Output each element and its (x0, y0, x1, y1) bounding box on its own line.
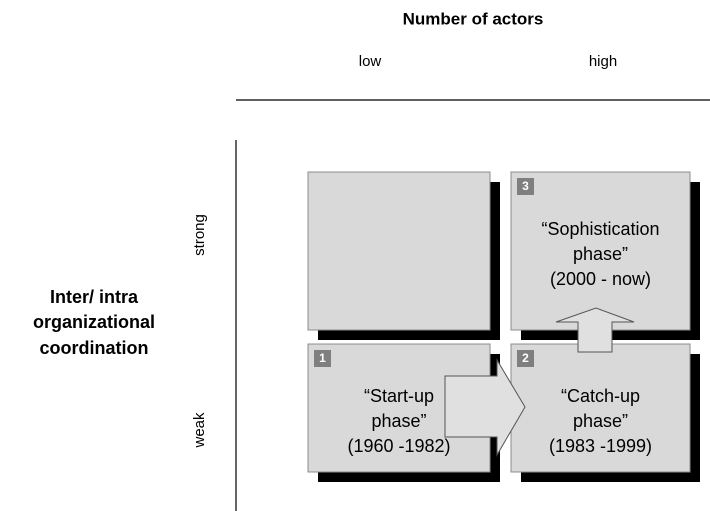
phase-text: (2000 - now) (550, 269, 651, 289)
empty-box (307, 171, 491, 331)
phase-box (510, 343, 691, 473)
arrow-right (444, 358, 526, 457)
side-title: coordination (40, 338, 149, 358)
column-label: low (359, 53, 382, 70)
phase-text: phase” (573, 411, 628, 431)
number-text: 2 (522, 351, 529, 365)
side-title: organizational (33, 312, 155, 332)
number-text: 3 (522, 179, 529, 193)
column-label: high (589, 53, 617, 70)
phase-text: “Catch-up (561, 386, 640, 406)
phase-text: “Start-up (364, 386, 434, 406)
row-label: weak (191, 412, 208, 449)
number-badge (314, 350, 331, 367)
number-badge (517, 350, 534, 367)
phase-box (510, 171, 691, 331)
phase-text: phase” (573, 244, 628, 264)
header-title: Number of actors (403, 9, 544, 28)
number-badge (517, 178, 534, 195)
row-label: strong (191, 214, 208, 256)
phase-text: phase” (371, 411, 426, 431)
number-text: 1 (319, 351, 326, 365)
arrow-up (555, 307, 635, 353)
phase-text: “Sophistication (541, 219, 659, 239)
phase-text: (1983 -1999) (549, 436, 652, 456)
phase-text: (1960 -1982) (347, 436, 450, 456)
side-title: Inter/ intra (50, 287, 139, 307)
